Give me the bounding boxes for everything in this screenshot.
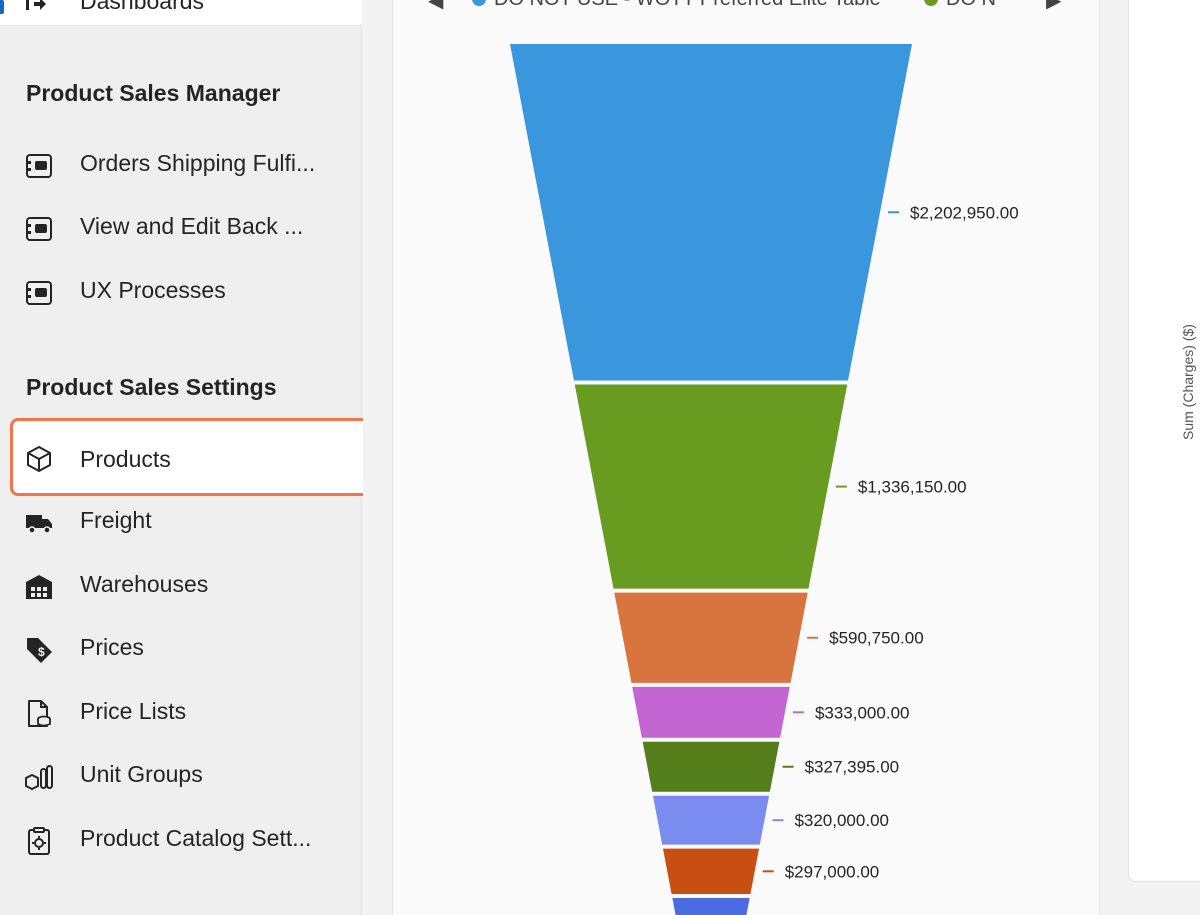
- data-label: $333,000.00: [815, 703, 910, 722]
- data-label: $2,202,950.00: [910, 203, 1019, 222]
- sidebar-item-orders-shipping[interactable]: Orders Shipping Fulfi...: [10, 137, 382, 193]
- entity-icon: [26, 154, 52, 178]
- sidebar-item-product-catalog-settings[interactable]: Product Catalog Sett...: [10, 812, 382, 868]
- truck-icon: [26, 515, 52, 534]
- catalog-settings-icon: [28, 827, 50, 855]
- legend-item-label[interactable]: DO NOT USE - WOTT Preferred Elite Table: [494, 0, 881, 10]
- selection-accent: [0, 0, 4, 14]
- sidebar-item-label: View and Edit Back ...: [80, 213, 304, 239]
- sidebar-item-warehouses[interactable]: Warehouses: [10, 558, 382, 614]
- sidebar-item-ux-processes[interactable]: UX Processes: [10, 264, 382, 320]
- dashboard-icon: [26, 0, 46, 10]
- funnel-segment[interactable]: [642, 741, 780, 792]
- legend-swatch: [924, 0, 938, 6]
- sidebar-item-label: Product Catalog Sett...: [80, 825, 312, 851]
- data-label: $327,395.00: [805, 758, 900, 777]
- funnel-segment[interactable]: [614, 592, 808, 683]
- svg-text:$: $: [38, 645, 45, 659]
- sidebar-item-view-edit-back[interactable]: View and Edit Back ...: [10, 200, 382, 256]
- section-title-product-sales-manager: Product Sales Manager: [26, 80, 281, 106]
- funnel-segment[interactable]: [632, 686, 790, 738]
- sidebar-item-dashboards[interactable]: Dashboards: [0, 0, 362, 26]
- sidebar-item-label: UX Processes: [80, 277, 226, 303]
- data-label: $297,000.00: [785, 862, 880, 881]
- sidebar-item-label: Warehouses: [80, 571, 209, 597]
- sidebar-item-label: Products: [80, 446, 171, 472]
- price-list-icon: [28, 700, 51, 727]
- unit-groups-icon: [25, 765, 53, 790]
- data-label: $590,750.00: [829, 629, 924, 648]
- cube-icon: [27, 446, 51, 472]
- sidebar-item-label: Prices: [80, 634, 144, 660]
- chart-legend: ◀ DO NOT USE - WOTT Preferred Elite Tabl…: [420, 0, 1080, 10]
- secondary-chart-card: [1128, 0, 1200, 882]
- entity-icon: [26, 217, 52, 241]
- sidebar-item-label: Unit Groups: [80, 761, 203, 787]
- warehouse-icon: [26, 575, 52, 599]
- section-title-product-sales-settings: Product Sales Settings: [26, 374, 277, 400]
- entity-icon: [26, 281, 52, 305]
- data-label: $1,336,150.00: [858, 478, 967, 497]
- sidebar-item-freight[interactable]: Freight: [10, 494, 382, 550]
- sidebar-item-label: Orders Shipping Fulfi...: [80, 150, 316, 176]
- data-label: $320,000.00: [794, 811, 889, 830]
- funnel-segment[interactable]: [652, 795, 770, 845]
- sidebar-item-unit-groups[interactable]: Unit Groups: [10, 748, 382, 804]
- sidebar-item-label: Dashboards: [80, 0, 205, 14]
- legend-item-label[interactable]: DO N: [946, 0, 996, 10]
- legend-swatch: [472, 0, 486, 6]
- price-tag-icon: $: [27, 638, 52, 663]
- sidebar-item-price-lists[interactable]: Price Lists: [10, 685, 382, 741]
- funnel-segment[interactable]: [574, 384, 848, 589]
- sidebar-item-prices[interactable]: $ Prices: [10, 621, 382, 677]
- funnel-segment[interactable]: [672, 898, 750, 915]
- sidebar-item-products[interactable]: Products: [10, 418, 382, 496]
- legend-next-arrow[interactable]: ▶: [1046, 0, 1061, 10]
- funnel-segment[interactable]: [510, 44, 912, 381]
- sidebar-item-label: Freight: [80, 507, 152, 533]
- sidebar-item-label: Price Lists: [80, 698, 187, 724]
- funnel-segment[interactable]: [662, 848, 760, 894]
- sidebar: Dashboards Product Sales Manager Orders …: [0, 0, 382, 915]
- legend-prev-arrow[interactable]: ◀: [428, 0, 443, 10]
